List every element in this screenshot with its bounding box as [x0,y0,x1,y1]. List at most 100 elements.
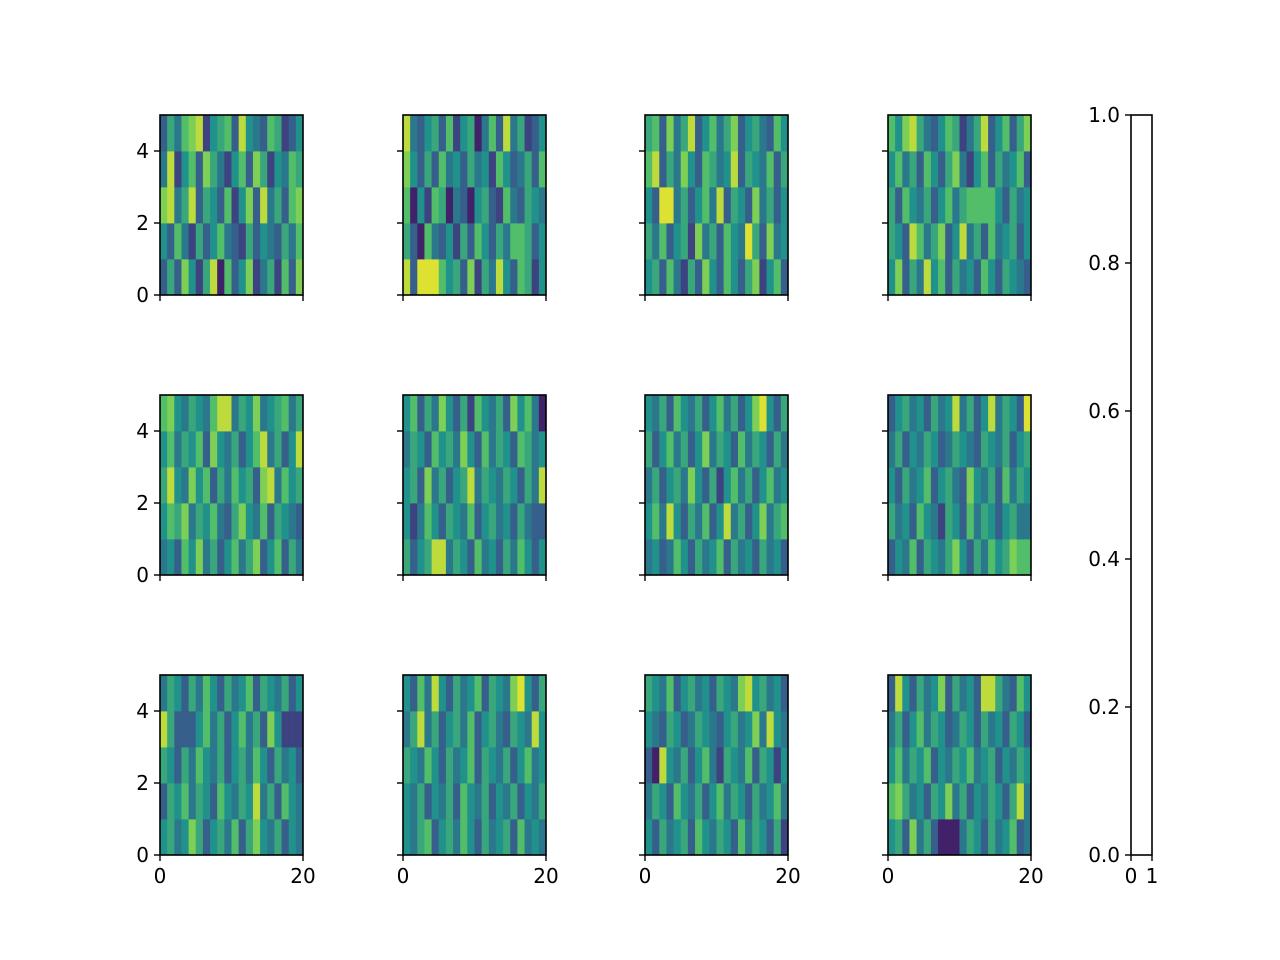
heatmap-cell [453,747,461,784]
heatmap-cell [1002,747,1010,784]
heatmap-cell [1002,115,1010,152]
heatmap-cell [245,467,254,504]
heatmap-cell [916,539,925,576]
heatmap-cell [895,819,903,856]
heatmap-cell [1023,783,1032,820]
heatmap-cell [1009,187,1018,224]
heatmap-cell [680,259,689,296]
heatmap-cell [295,675,304,712]
panel-r2-c0: 0 2 4 0 20 [136,674,316,888]
heatmap-cell [453,675,461,712]
axes-frame [402,674,547,856]
heatmap-cell [538,223,547,260]
heatmap-cell [695,467,703,504]
heatmap-cell [737,675,746,712]
heatmap-cell [952,467,960,504]
heatmap-cell [224,467,232,504]
heatmap-cell [1023,503,1032,540]
heatmap-cell [909,395,917,432]
heatmap-cell [210,395,218,432]
heatmap-cell [503,431,511,468]
heatmap-cell [1009,259,1018,296]
heatmap-cell [538,503,547,540]
heatmap-cell [938,431,946,468]
heatmap-cell [531,115,540,152]
heatmap-cell [923,151,932,188]
heatmap-cell [895,223,903,260]
heatmap-cell [902,539,910,576]
heatmap-cell [737,467,746,504]
heatmap-cell [252,151,261,188]
heatmap-cell [737,151,746,188]
heatmap-cell [773,747,782,784]
heatmap-cell [288,223,297,260]
heatmap-cell [424,711,432,748]
heatmap-cell [980,223,989,260]
heatmap-cell [780,259,789,296]
heatmap-cell [210,819,218,856]
axes-frame [159,114,304,296]
heatmap-cell [295,115,304,152]
heatmap-cell [431,467,440,504]
heatmap-cell [716,115,725,152]
heatmap-cell [188,747,197,784]
heatmap-cell [445,467,454,504]
heatmap-cell [260,187,268,224]
heatmap-cell [780,675,789,712]
heatmap-cell [1009,223,1018,260]
heatmap-cell [403,467,411,504]
heatmap-cell [909,431,917,468]
heatmap-cell [431,747,440,784]
heatmap-cell [503,395,511,432]
heatmap-cell [780,747,789,784]
heatmap-cell [780,711,789,748]
heatmap-cell [295,711,304,748]
heatmap-cell [445,431,454,468]
heatmap-cell [188,783,197,820]
heatmap-cell [245,503,254,540]
heatmap-cell [160,747,168,784]
heatmap-cell [766,747,775,784]
heatmap-cell [766,187,775,224]
heatmap-cell [930,747,939,784]
heatmap-cell [888,783,896,820]
heatmap-cell [510,675,518,712]
heatmap-cell [709,431,717,468]
heatmap-cell [417,747,425,784]
heatmap-cell [988,539,996,576]
heatmap-cell [916,747,925,784]
heatmap-cell [945,223,953,260]
heatmap-cell [224,259,232,296]
heatmap-cell [959,259,968,296]
heatmap-cell [930,503,939,540]
heatmap-cell [538,783,547,820]
heatmap-cell [773,675,782,712]
heatmap-cell [252,711,261,748]
heatmap-cell [438,151,447,188]
heatmap-cell [524,187,533,224]
heatmap-cell [902,395,910,432]
heatmap-cell [195,539,204,576]
heatmap-cell [973,539,982,576]
heatmap-cell [988,115,996,152]
heatmap-cell [902,431,910,468]
heatmap-cell [923,431,932,468]
heatmap-cell [909,539,917,576]
heatmap-cell [295,151,304,188]
heatmap-cell [252,503,261,540]
heatmap-cell [938,819,946,856]
heatmap-cell [645,783,653,820]
heatmap-cell [759,467,767,504]
heatmap-cell [902,467,910,504]
heatmap-cell [467,503,475,540]
heatmap-cell [995,395,1003,432]
heatmap-cell [759,223,767,260]
heatmap-cell [938,747,946,784]
heatmap-cell [531,151,540,188]
colorbar-y-tick-label: 0.6 [1088,399,1120,423]
heatmap-cell [210,675,218,712]
heatmap-cell [645,395,653,432]
heatmap-cell [730,819,739,856]
heatmap-cell [281,503,290,540]
